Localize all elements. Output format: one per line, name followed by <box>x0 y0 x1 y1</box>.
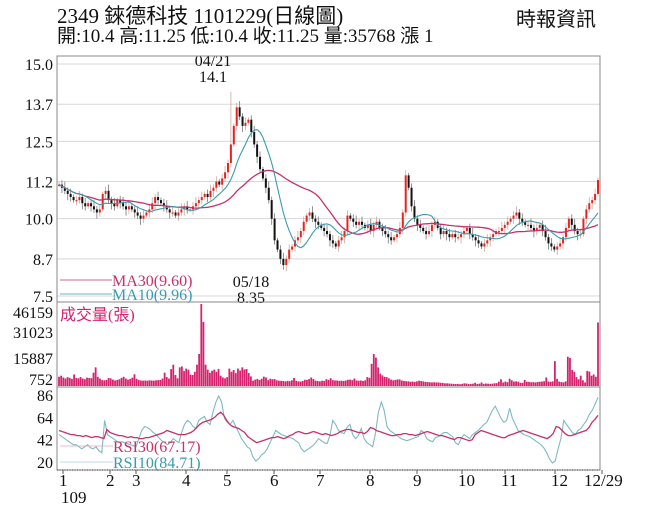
price-tick: 11.2 <box>26 175 53 192</box>
ma10-legend-label: MA10(9.96) <box>112 287 192 304</box>
price-tick: 8.7 <box>33 252 53 269</box>
x-month-label: 1 <box>59 471 68 490</box>
high-date: 04/21 <box>195 53 231 70</box>
price-tick: 13.7 <box>25 97 53 114</box>
x-month-label: 11 <box>501 471 517 490</box>
low-annotation: 05/18 8.35 <box>233 274 269 307</box>
volume-tick: 31023 <box>13 325 53 342</box>
chart-frames <box>56 55 601 471</box>
brand-label: 時報資訊 <box>516 9 596 31</box>
volume-panel: 46159 31023 15887 752 成交量(張) <box>13 304 599 389</box>
volume-title: 成交量(張) <box>60 306 135 324</box>
rsi-panel: 86 64 42 20 RSI30(67.17) RSI10(84.71) <box>37 388 599 472</box>
rsi10-line <box>58 394 599 464</box>
chart-title: 2349 錸德科技 1101229(日線圖) <box>57 4 344 28</box>
x-month-label: 5 <box>223 471 232 490</box>
rsi30-line <box>58 411 599 444</box>
volume-tick: 46159 <box>13 305 53 322</box>
quote-summary: 開:10.4 高:11.25 低:10.4 收:11.25 量:35768 漲 … <box>57 26 434 47</box>
price-panel: 15.0 13.7 12.5 11.2 10.0 8.7 7.5 04/21 14.1 05… <box>25 53 600 307</box>
rsi-tick: 42 <box>37 433 53 450</box>
x-month-label: 12/29 <box>584 471 623 490</box>
low-value: 8.35 <box>237 290 265 307</box>
x-month-label: 8 <box>366 471 375 490</box>
x-month-label: 7 <box>316 471 325 490</box>
low-date: 05/18 <box>233 274 269 291</box>
rsi-tick: 86 <box>37 388 53 405</box>
price-tick: 10.0 <box>25 212 53 229</box>
ma10-line <box>58 129 599 249</box>
x-month-label: 10 <box>458 471 475 490</box>
x-month-label: 6 <box>270 471 279 490</box>
ma30-legend-label: MA30(9.60) <box>112 273 192 290</box>
rsi-tick: 64 <box>37 410 53 427</box>
price-y-axis: 15.0 13.7 12.5 11.2 10.0 8.7 7.5 <box>25 57 53 306</box>
rsi-tick: 20 <box>37 455 53 472</box>
x-month-label: 9 <box>413 471 422 490</box>
x-month-label: 12 <box>551 471 568 490</box>
x-month-label: 2 <box>106 471 115 490</box>
high-annotation: 04/21 14.1 <box>195 53 231 86</box>
rsi10-legend-label: RSI10(84.71) <box>113 455 201 472</box>
price-tick: 15.0 <box>25 57 53 74</box>
price-tick: 12.5 <box>25 134 53 151</box>
price-tick: 7.5 <box>33 289 53 306</box>
x-month-label: 4 <box>182 471 191 490</box>
rsi30-legend-label: RSI30(67.17) <box>113 439 201 456</box>
x-month-label: 3 <box>132 471 141 490</box>
volume-tick: 752 <box>29 372 53 389</box>
volume-tick: 15887 <box>13 351 53 368</box>
x-axis: 1 2 3 4 5 6 7 8 9 10 11 12 12/29 <box>59 470 623 490</box>
year-label: 109 <box>61 488 87 507</box>
rsi-legend: RSI30(67.17) RSI10(84.71) <box>60 439 201 472</box>
volume-bars <box>58 304 599 386</box>
ma-legend: MA30(9.60) MA10(9.96) <box>60 273 192 304</box>
rsi-y-axis: 86 64 42 20 <box>37 388 53 472</box>
price-gridlines <box>57 63 600 297</box>
high-value: 14.1 <box>199 69 227 86</box>
volume-y-axis: 46159 31023 15887 752 <box>13 305 53 389</box>
